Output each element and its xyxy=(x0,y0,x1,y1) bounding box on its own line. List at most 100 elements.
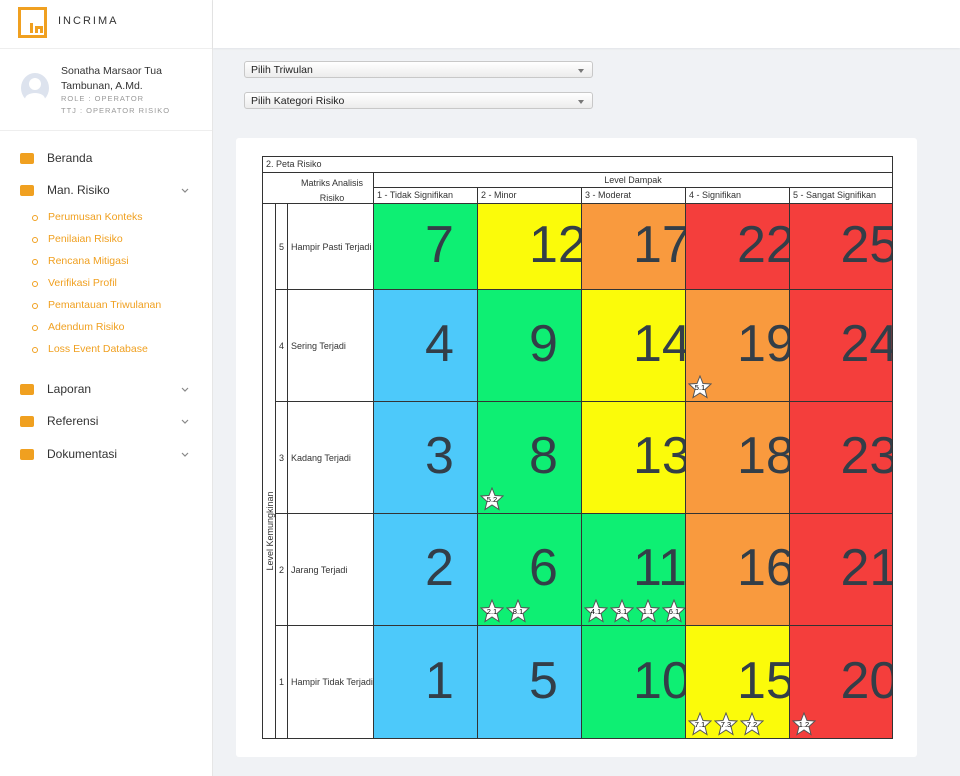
star-icon xyxy=(739,711,765,736)
nav-bullet xyxy=(32,259,38,265)
risk-cell: 20 1.2 xyxy=(789,625,893,739)
risk-cell: 4 xyxy=(373,289,478,402)
nav-subitem[interactable]: Penilaian Risiko xyxy=(48,233,123,245)
risk-cell: 12 xyxy=(477,203,582,290)
risk-score: 22 xyxy=(737,216,790,274)
divider xyxy=(0,130,212,131)
risk-cell: 6 2.1 8.1 xyxy=(477,513,582,626)
risk-star[interactable]: 2.1 xyxy=(479,598,505,623)
risk-star[interactable]: 4.1 xyxy=(583,598,609,623)
impact-level: 1 - Tidak Signifikan xyxy=(373,187,478,204)
risk-cell: 3 xyxy=(373,401,478,514)
risk-cell: 17 xyxy=(581,203,686,290)
likelihood-name: Sering Terjadi xyxy=(287,289,374,402)
risk-cell: 24 xyxy=(789,289,893,402)
nav-icon xyxy=(20,153,34,164)
avatar xyxy=(21,73,49,104)
nav-subitem[interactable]: Adendum Risiko xyxy=(48,321,125,333)
matrix-corner: Matriks Analisis Risiko xyxy=(262,172,374,204)
risk-star[interactable]: 7.3 xyxy=(713,711,739,736)
likelihood-label: Level Kemungkinan xyxy=(265,491,275,571)
nav-bullet xyxy=(32,281,38,287)
star-icon xyxy=(635,598,661,623)
nav-bullet xyxy=(32,347,38,353)
risk-cell: 13 xyxy=(581,401,686,514)
risk-cell: 5 xyxy=(477,625,582,739)
star-label: 3.1 xyxy=(616,607,628,616)
nav-item[interactable]: Referensi xyxy=(47,414,99,428)
star-label: 7.2 xyxy=(746,720,758,729)
risk-score: 25 xyxy=(840,216,893,274)
star-label: 1.1 xyxy=(642,607,654,616)
risk-cell: 15 7.1 7.3 7.2 xyxy=(685,625,790,739)
risk-cell: 2 xyxy=(373,513,478,626)
risk-score: 12 xyxy=(529,216,582,274)
nav-bullet xyxy=(32,215,38,221)
impact-level: 2 - Minor xyxy=(477,187,582,204)
risk-score: 16 xyxy=(737,539,790,597)
risk-star[interactable]: 5.2 xyxy=(479,486,505,511)
nav-subitem[interactable]: Pemantauan Triwulanan xyxy=(48,299,162,311)
star-icon xyxy=(609,598,635,623)
risk-star[interactable]: 6.1 xyxy=(661,598,685,623)
user-ttj: TTJ : OPERATOR RISIKO xyxy=(61,106,171,115)
star-icon xyxy=(687,711,713,736)
nav-icon xyxy=(20,416,34,427)
risk-score: 18 xyxy=(737,427,790,485)
nav-item[interactable]: Laporan xyxy=(47,382,92,396)
risk-score: 6 xyxy=(529,539,558,597)
chevron xyxy=(181,452,189,457)
star-label: 1.2 xyxy=(798,720,810,729)
risk-star[interactable]: 1.2 xyxy=(791,711,817,736)
star-label: 6.1 xyxy=(668,607,680,616)
risk-cell: 23 xyxy=(789,401,893,514)
likelihood-label-box: Level Kemungkinan xyxy=(262,203,276,739)
risk-cell: 14 xyxy=(581,289,686,402)
risk-score: 3 xyxy=(425,427,454,485)
risk-cell: 8 5.2 xyxy=(477,401,582,514)
star-label: 2.1 xyxy=(486,607,498,616)
risk-score: 20 xyxy=(840,651,893,710)
risk-score: 23 xyxy=(840,427,893,485)
star-label: 5.1 xyxy=(694,383,706,392)
nav-item[interactable]: Man. Risiko xyxy=(47,183,110,197)
risk-score: 21 xyxy=(840,539,893,597)
star-icon xyxy=(791,711,817,736)
risk-score: 15 xyxy=(737,651,790,710)
nav-icon xyxy=(20,185,34,196)
risk-cell: 19 5.1 xyxy=(685,289,790,402)
risk-cell: 18 xyxy=(685,401,790,514)
nav-bullet xyxy=(32,237,38,243)
nav-icon xyxy=(20,384,34,395)
risk-star[interactable]: 1.1 xyxy=(635,598,661,623)
star-label: 7.1 xyxy=(694,720,706,729)
nav-subitem[interactable]: Verifikasi Profil xyxy=(48,277,117,289)
star-icon xyxy=(687,374,713,399)
risk-star[interactable]: 8.1 xyxy=(505,598,531,623)
risk-cell: 21 xyxy=(789,513,893,626)
risk-cell: 7 xyxy=(373,203,478,290)
risk-score: 1 xyxy=(425,651,454,710)
risk-star[interactable]: 3.1 xyxy=(609,598,635,623)
nav-item[interactable]: Dokumentasi xyxy=(47,447,118,461)
risk-star[interactable]: 7.1 xyxy=(687,711,713,736)
risk-score: 13 xyxy=(633,427,686,485)
risk-score: 9 xyxy=(529,315,558,373)
nav-subitem[interactable]: Loss Event Database xyxy=(48,343,148,355)
risk-score: 7 xyxy=(425,216,454,274)
nav-subitem[interactable]: Rencana Mitigasi xyxy=(48,255,129,267)
risk-cell: 10 xyxy=(581,625,686,739)
risk-star[interactable]: 7.2 xyxy=(739,711,765,736)
star-icon xyxy=(713,711,739,736)
sidebar: INCRIMA Sonatha Marsaor Tua Tambunan, A.… xyxy=(0,0,213,776)
risk-star[interactable]: 5.1 xyxy=(687,374,713,399)
nav-subitem[interactable]: Perumusan Konteks xyxy=(48,211,143,223)
risk-cell: 22 xyxy=(685,203,790,290)
star-icon xyxy=(661,598,685,623)
logo-icon xyxy=(18,7,47,38)
likelihood-name: Kadang Terjadi xyxy=(287,401,374,514)
filter-select[interactable]: Pilih Triwulan xyxy=(244,61,593,78)
star-label: 8.1 xyxy=(512,607,524,616)
filter-select[interactable]: Pilih Kategori Risiko xyxy=(244,92,593,109)
nav-item[interactable]: Beranda xyxy=(47,151,93,165)
